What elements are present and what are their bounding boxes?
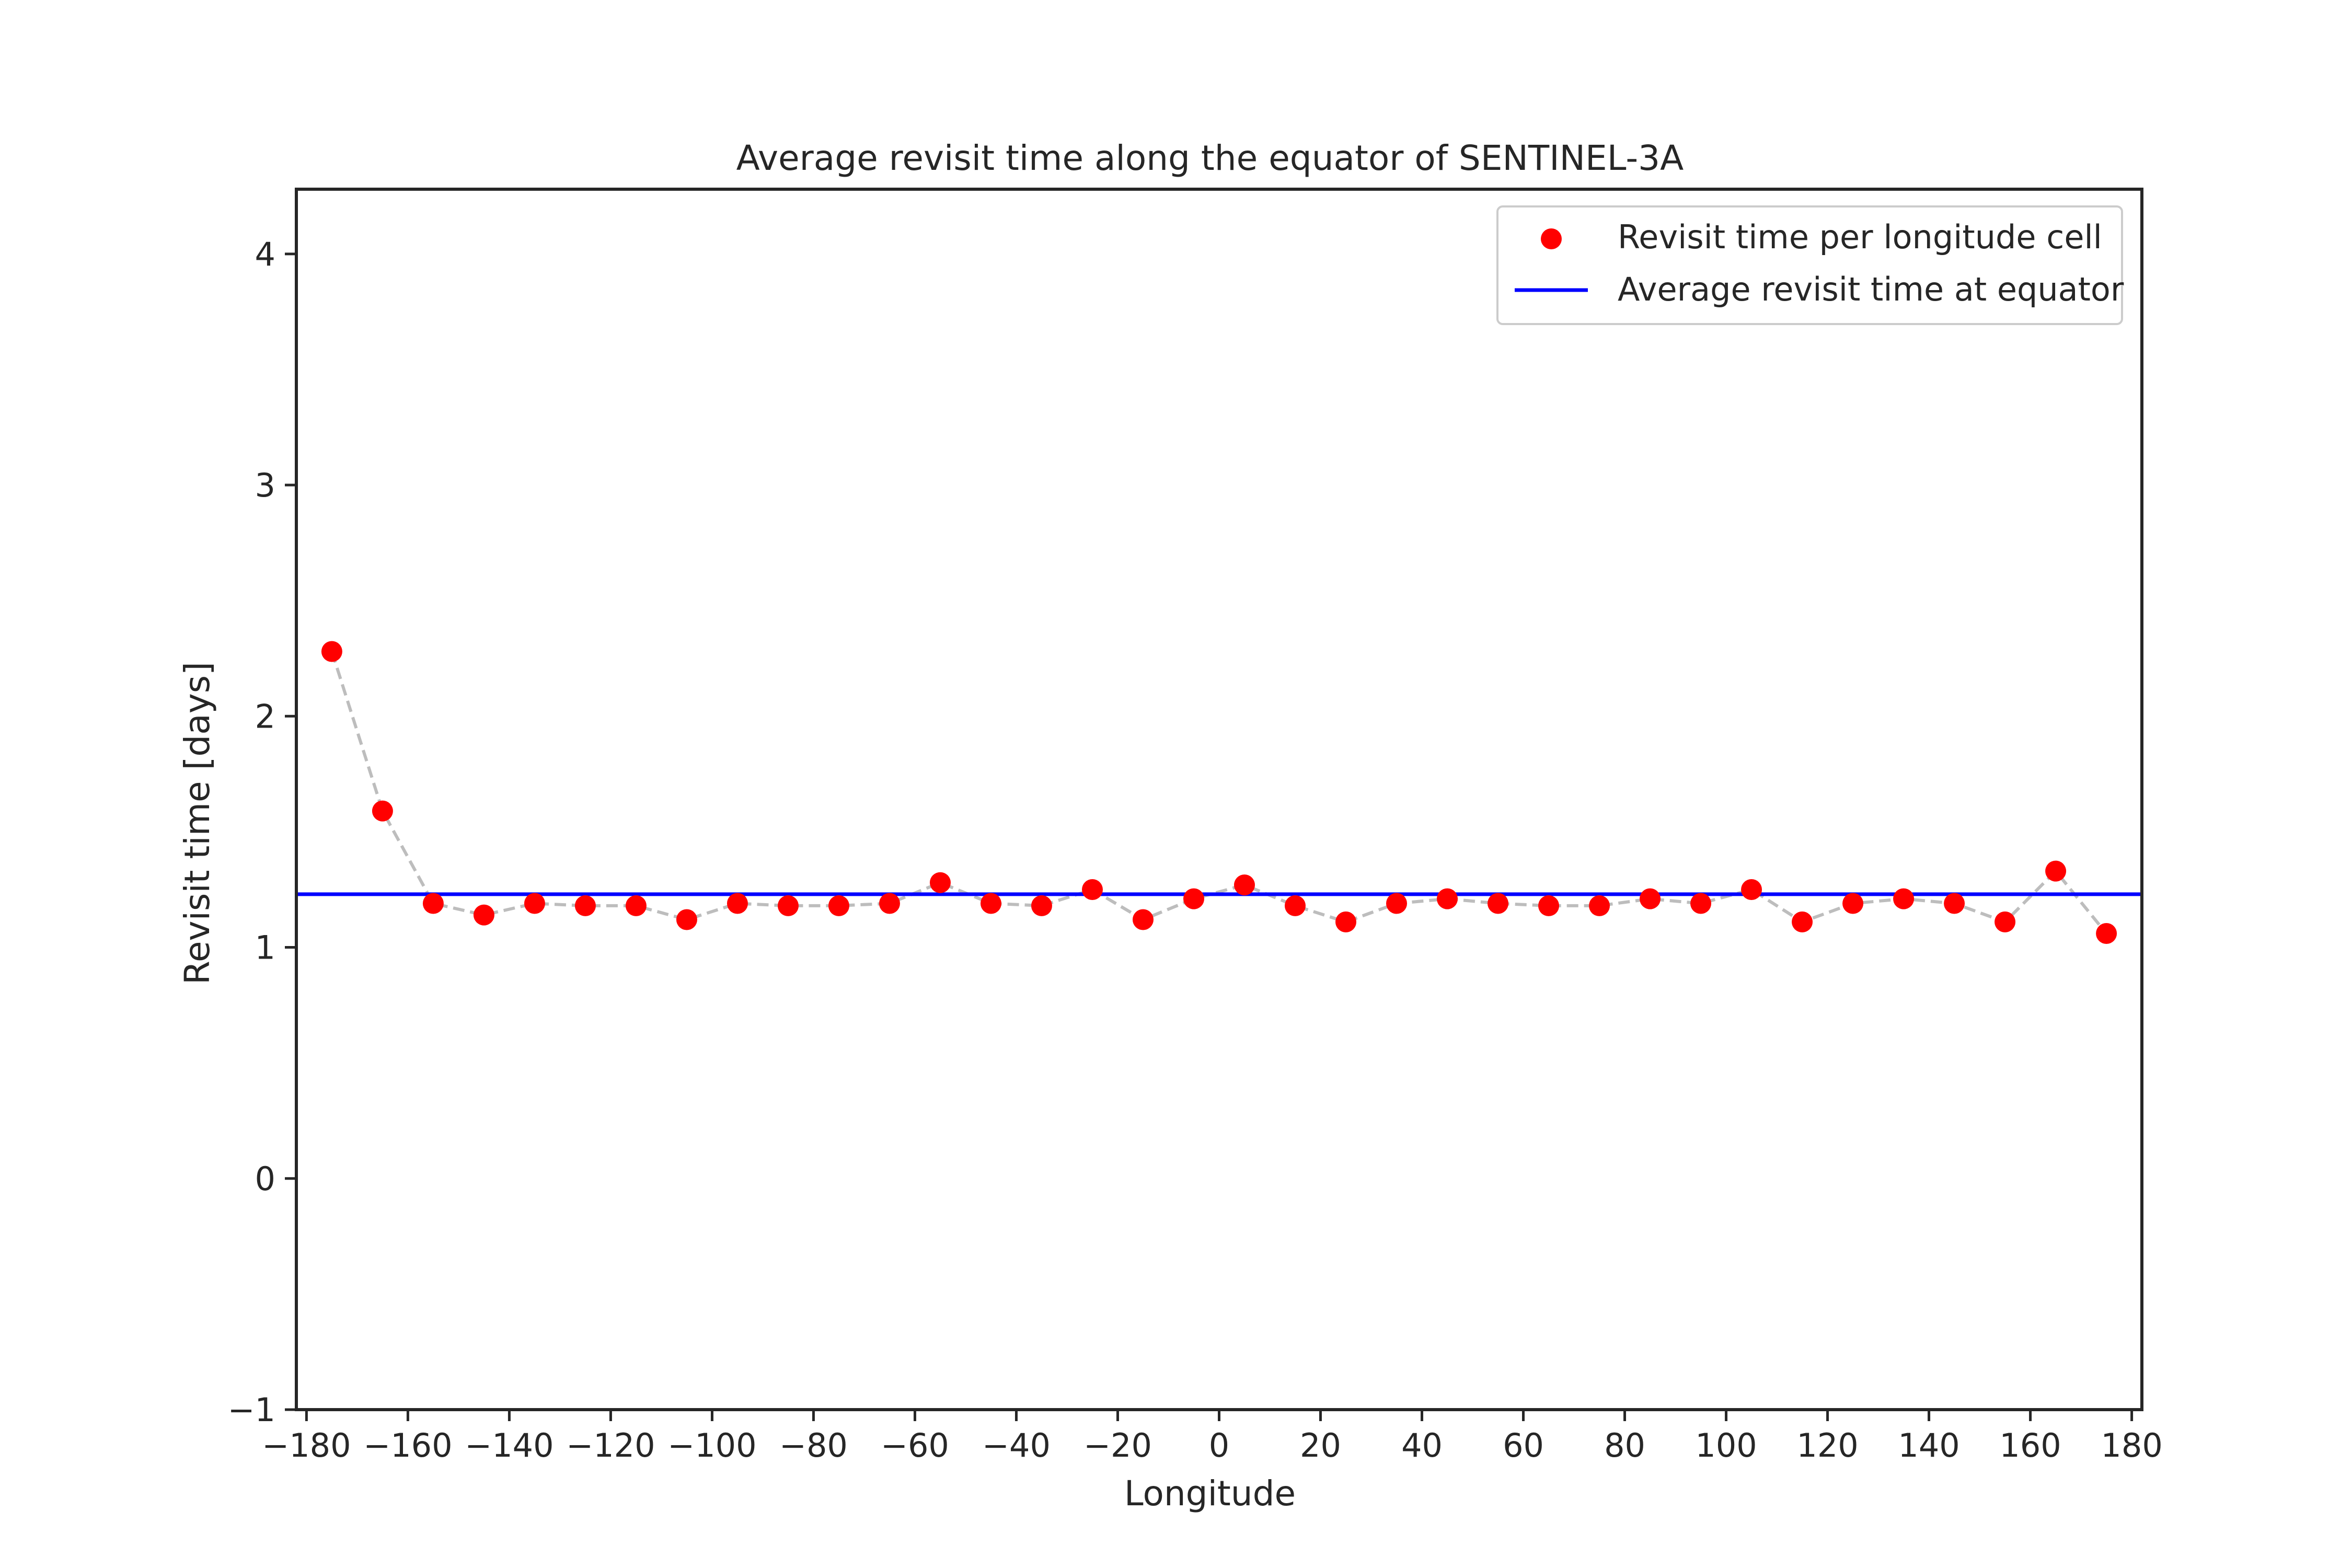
data-point [1842, 893, 1864, 914]
data-point [1589, 895, 1610, 916]
data-point [524, 893, 545, 914]
data-point [1741, 879, 1762, 900]
x-tick-label: −140 [465, 1426, 554, 1465]
x-tick-label: 140 [1898, 1426, 1959, 1465]
data-point [828, 895, 849, 916]
data-point [1081, 879, 1103, 900]
data-point [1994, 911, 2016, 932]
x-tick-label: −120 [566, 1426, 655, 1465]
x-tick-label: 100 [1695, 1426, 1757, 1465]
data-point [676, 909, 697, 930]
data-point [1538, 895, 1560, 916]
x-tick-label: −180 [262, 1426, 351, 1465]
data-point [1234, 874, 1255, 896]
data-point [929, 872, 951, 893]
data-point [372, 800, 393, 822]
plot-area: −180 −160 −140 −120 −100 −80 −60 −40 −20 0 20 40 60 8… [228, 188, 2163, 1465]
data-point [1183, 888, 1204, 909]
legend: Revisit time per longitude cell Average … [1496, 205, 2124, 325]
x-tick-label: −20 [1083, 1426, 1152, 1465]
data-point [980, 893, 1001, 914]
x-tick-label: 120 [1796, 1426, 1858, 1465]
data-point [473, 904, 494, 926]
data-point [2096, 923, 2117, 944]
x-tick-label: 180 [2101, 1426, 2162, 1465]
data-point [2045, 860, 2067, 882]
data-point [1285, 895, 1306, 916]
data-point [879, 893, 900, 914]
x-tick-label: 40 [1401, 1426, 1443, 1465]
x-tick-label: −160 [363, 1426, 452, 1465]
data-point [777, 895, 799, 916]
data-point [1792, 911, 1813, 932]
data-point [422, 893, 444, 914]
data-point [1031, 895, 1052, 916]
data-point [1488, 893, 1509, 914]
x-tick-label: 20 [1300, 1426, 1341, 1465]
x-tick-label: −60 [881, 1426, 949, 1465]
data-point [625, 895, 647, 916]
legend-box [1496, 205, 2123, 325]
x-tick-label: 0 [1209, 1426, 1229, 1465]
x-tick-label: −40 [982, 1426, 1051, 1465]
data-point [1335, 911, 1357, 932]
data-point [1893, 888, 1915, 909]
chart-title: Average revisit time along the equator o… [736, 138, 1684, 178]
x-tick-label: 160 [1999, 1426, 2061, 1465]
data-point [574, 895, 596, 916]
data-point [321, 641, 342, 662]
y-tick-label: 1 [255, 929, 275, 967]
data-point [1640, 888, 1661, 909]
data-point [1944, 893, 1965, 914]
legend-marker-scatter [1541, 228, 1562, 249]
y-tick-label: 0 [255, 1160, 275, 1198]
x-tick-label: 80 [1604, 1426, 1645, 1465]
data-point [727, 893, 748, 914]
data-point [1437, 888, 1458, 909]
data-point [1132, 909, 1154, 930]
x-tick-label: −100 [667, 1426, 756, 1465]
data-point [1690, 893, 1712, 914]
y-tick-label: 4 [255, 235, 275, 273]
x-tick-label: −80 [779, 1426, 848, 1465]
data-point [1386, 893, 1408, 914]
y-tick-label: 2 [255, 697, 275, 735]
legend-label-average-line: Average revisit time at equator [1618, 270, 2124, 308]
y-axis-label: Revisit time [days] [177, 662, 217, 985]
x-tick-label: 60 [1503, 1426, 1544, 1465]
y-tick-label: 3 [255, 466, 275, 504]
y-tick-label: −1 [228, 1391, 275, 1429]
x-axis-label: Longitude [1124, 1473, 1296, 1514]
legend-label-scatter: Revisit time per longitude cell [1618, 218, 2102, 256]
